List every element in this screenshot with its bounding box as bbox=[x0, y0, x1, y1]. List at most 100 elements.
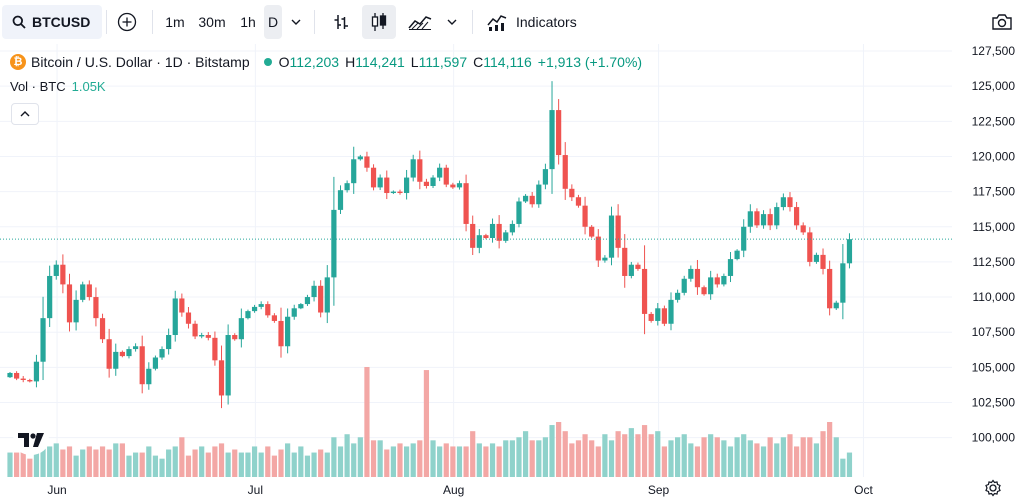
volume-bar bbox=[40, 446, 46, 477]
candle bbox=[536, 184, 542, 205]
volume-bar bbox=[344, 434, 350, 477]
candle bbox=[456, 183, 463, 188]
interval-d-button[interactable]: D bbox=[264, 5, 282, 39]
area-chart-type-button[interactable] bbox=[404, 5, 436, 39]
candle bbox=[377, 177, 383, 188]
candle bbox=[351, 159, 357, 184]
candle bbox=[542, 169, 549, 185]
volume-bars bbox=[7, 367, 853, 477]
volume-bar bbox=[747, 440, 753, 477]
candle bbox=[423, 181, 430, 186]
candle bbox=[139, 346, 145, 385]
bar-chart-type-button[interactable] bbox=[326, 5, 356, 39]
volume-bar bbox=[754, 443, 760, 477]
candle bbox=[278, 320, 284, 347]
volume-bar bbox=[602, 434, 608, 477]
volume-bar bbox=[146, 446, 152, 477]
candle bbox=[397, 191, 403, 194]
volume-bar bbox=[582, 434, 588, 477]
candle bbox=[549, 110, 555, 170]
candle bbox=[582, 205, 588, 227]
time-axis[interactable]: Jun Jul Aug Sep Oct bbox=[0, 477, 1024, 502]
volume-bar bbox=[73, 455, 79, 477]
candle bbox=[40, 318, 46, 362]
candle bbox=[780, 197, 786, 208]
volume-bar bbox=[734, 437, 740, 477]
candles-chart-type-button[interactable] bbox=[362, 5, 396, 39]
snapshot-button[interactable] bbox=[986, 5, 1018, 39]
volume-bar bbox=[47, 446, 53, 477]
time-tick-label: Jun bbox=[47, 483, 66, 497]
volume-bar bbox=[99, 446, 106, 477]
candle bbox=[774, 207, 780, 226]
interval-30m-button[interactable]: 30m bbox=[198, 14, 226, 30]
volume-bar bbox=[542, 437, 549, 477]
volume-bar bbox=[119, 443, 125, 477]
volume-bar bbox=[80, 449, 86, 477]
candle bbox=[53, 264, 59, 276]
price-chart[interactable]: 114,1161.05K 100,000102,500105,000107,50… bbox=[0, 44, 1024, 502]
volume-label[interactable]: Vol · BTC bbox=[10, 79, 66, 94]
tradingview-logo[interactable] bbox=[13, 425, 49, 455]
interval-1h-button[interactable]: 1h bbox=[240, 14, 256, 30]
candle bbox=[827, 268, 833, 309]
volume-bar bbox=[139, 452, 145, 477]
volume-bar bbox=[450, 446, 456, 477]
candle bbox=[608, 215, 615, 258]
current-price-line: 114,1161.05K bbox=[0, 230, 1021, 464]
volume-bar bbox=[265, 446, 271, 477]
volume-bar bbox=[225, 452, 231, 477]
volume-bar bbox=[463, 446, 469, 477]
bitcoin-icon: ₿ bbox=[10, 54, 26, 70]
volume-bar bbox=[364, 367, 370, 477]
candle bbox=[701, 287, 707, 295]
volume-bar bbox=[833, 437, 839, 477]
volume-bar bbox=[430, 440, 436, 477]
candle bbox=[218, 360, 225, 396]
volume-bar bbox=[331, 437, 337, 477]
candle bbox=[708, 277, 714, 295]
symbol-search-button[interactable]: BTCUSD bbox=[2, 5, 102, 39]
volume-bar bbox=[232, 449, 238, 477]
volume-bar bbox=[238, 452, 244, 477]
interval-1m-button[interactable]: 1m bbox=[165, 14, 185, 30]
chart-settings-icon[interactable] bbox=[984, 479, 1002, 497]
candles-icon bbox=[371, 13, 387, 31]
volume-bar bbox=[774, 443, 780, 477]
interval-dropdown-button[interactable] bbox=[286, 5, 306, 39]
volume-bar bbox=[390, 446, 396, 477]
volume-bar bbox=[741, 434, 747, 477]
candle bbox=[14, 372, 20, 379]
compare-symbol-button[interactable] bbox=[112, 5, 142, 39]
volume-bar bbox=[536, 440, 542, 477]
volume-bar bbox=[615, 431, 621, 477]
grid bbox=[0, 44, 952, 477]
candle bbox=[304, 297, 311, 305]
legend-title[interactable]: Bitcoin / U.S. Dollar · 1D · Bitstamp bbox=[31, 54, 250, 70]
volume-bar bbox=[437, 446, 443, 477]
price-axis[interactable]: 100,000 102,500 105,000 107,500 110,000 112,5… bbox=[952, 44, 1024, 477]
candle bbox=[820, 254, 826, 269]
candle bbox=[522, 195, 529, 202]
candle bbox=[370, 167, 377, 188]
volume-bar bbox=[152, 455, 159, 477]
volume-bar bbox=[298, 446, 304, 477]
candle bbox=[450, 184, 456, 188]
volume-bar bbox=[172, 446, 178, 477]
indicators-button[interactable]: Indicators bbox=[482, 5, 590, 39]
candle bbox=[179, 298, 185, 313]
volume-bar bbox=[827, 422, 833, 477]
collapse-legend-button[interactable] bbox=[11, 103, 39, 125]
chart-type-dropdown-button[interactable] bbox=[442, 5, 462, 39]
volume-bar bbox=[503, 440, 509, 477]
candle bbox=[106, 339, 112, 369]
candle bbox=[404, 177, 410, 194]
candle bbox=[93, 297, 99, 319]
candle bbox=[463, 183, 469, 224]
indicators-label: Indicators bbox=[516, 14, 577, 30]
toolbar-divider bbox=[106, 10, 107, 34]
volume-bar bbox=[205, 452, 211, 477]
candle bbox=[641, 268, 648, 314]
volume-bar bbox=[271, 455, 277, 477]
candle bbox=[760, 214, 767, 226]
